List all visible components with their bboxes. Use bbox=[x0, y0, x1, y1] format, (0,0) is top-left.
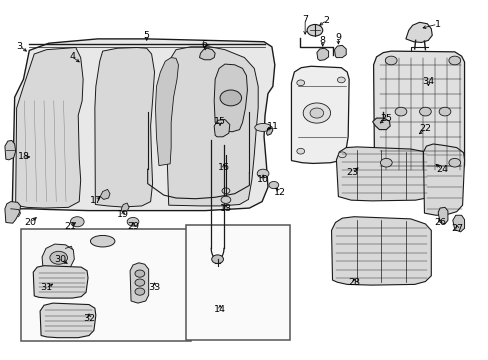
Polygon shape bbox=[334, 45, 346, 58]
Text: 3: 3 bbox=[17, 41, 22, 50]
Circle shape bbox=[70, 217, 84, 227]
Text: 6: 6 bbox=[201, 40, 207, 49]
Text: 26: 26 bbox=[433, 218, 445, 227]
Polygon shape bbox=[405, 22, 431, 42]
Circle shape bbox=[337, 77, 345, 83]
Circle shape bbox=[211, 255, 223, 264]
Polygon shape bbox=[12, 39, 274, 211]
Polygon shape bbox=[331, 217, 430, 285]
Circle shape bbox=[135, 279, 144, 286]
Polygon shape bbox=[40, 303, 96, 338]
Text: 1: 1 bbox=[434, 19, 440, 29]
Text: 33: 33 bbox=[148, 283, 161, 292]
Circle shape bbox=[309, 108, 323, 118]
Text: 5: 5 bbox=[143, 31, 149, 40]
Text: 15: 15 bbox=[214, 117, 225, 126]
Circle shape bbox=[257, 169, 268, 178]
Circle shape bbox=[268, 181, 278, 189]
Circle shape bbox=[135, 270, 144, 277]
Circle shape bbox=[394, 107, 406, 116]
Text: 17: 17 bbox=[90, 197, 102, 205]
Text: 32: 32 bbox=[83, 314, 95, 323]
Polygon shape bbox=[452, 215, 464, 232]
Text: 12: 12 bbox=[273, 188, 285, 197]
Text: 22: 22 bbox=[419, 124, 430, 133]
Circle shape bbox=[135, 288, 144, 295]
Text: 2: 2 bbox=[323, 15, 329, 24]
Circle shape bbox=[448, 158, 460, 167]
Text: 30: 30 bbox=[55, 256, 66, 264]
Circle shape bbox=[296, 148, 304, 154]
Polygon shape bbox=[16, 48, 83, 208]
Circle shape bbox=[306, 24, 322, 36]
Polygon shape bbox=[437, 207, 447, 224]
Polygon shape bbox=[130, 263, 148, 303]
Text: 34: 34 bbox=[422, 77, 433, 86]
Text: 31: 31 bbox=[40, 284, 52, 292]
Polygon shape bbox=[199, 48, 215, 60]
Text: 24: 24 bbox=[435, 165, 447, 174]
Text: 16: 16 bbox=[218, 163, 229, 172]
Circle shape bbox=[296, 80, 304, 86]
Polygon shape bbox=[121, 203, 129, 212]
Text: 28: 28 bbox=[347, 279, 359, 287]
Circle shape bbox=[303, 103, 330, 123]
Polygon shape bbox=[33, 266, 88, 298]
Polygon shape bbox=[95, 48, 154, 207]
Bar bbox=[185, 225, 290, 340]
Circle shape bbox=[127, 217, 139, 226]
Polygon shape bbox=[373, 51, 464, 175]
Circle shape bbox=[50, 251, 67, 264]
Polygon shape bbox=[5, 202, 20, 223]
Text: 9: 9 bbox=[335, 33, 341, 42]
Circle shape bbox=[438, 107, 450, 116]
Circle shape bbox=[221, 196, 230, 203]
Text: 13: 13 bbox=[220, 204, 231, 212]
Circle shape bbox=[419, 107, 430, 116]
Polygon shape bbox=[214, 120, 229, 137]
Circle shape bbox=[220, 90, 241, 106]
Polygon shape bbox=[336, 147, 430, 201]
Polygon shape bbox=[155, 58, 178, 166]
Text: 4: 4 bbox=[69, 52, 75, 61]
Circle shape bbox=[380, 158, 391, 167]
Text: 11: 11 bbox=[266, 122, 278, 131]
Polygon shape bbox=[316, 48, 328, 60]
Polygon shape bbox=[372, 118, 389, 130]
Text: 21: 21 bbox=[64, 222, 76, 231]
Polygon shape bbox=[291, 66, 348, 163]
Text: 8: 8 bbox=[319, 36, 325, 45]
Polygon shape bbox=[166, 47, 258, 206]
Polygon shape bbox=[214, 64, 247, 132]
Text: 7: 7 bbox=[302, 15, 307, 24]
Polygon shape bbox=[423, 144, 464, 215]
Text: 14: 14 bbox=[214, 305, 225, 314]
Text: 25: 25 bbox=[380, 113, 391, 122]
Text: 29: 29 bbox=[127, 222, 139, 231]
Circle shape bbox=[338, 152, 346, 158]
Bar bbox=[20, 229, 190, 341]
Ellipse shape bbox=[254, 123, 271, 131]
Polygon shape bbox=[42, 244, 74, 271]
Circle shape bbox=[385, 56, 396, 65]
Polygon shape bbox=[100, 189, 110, 199]
Polygon shape bbox=[266, 127, 272, 135]
Ellipse shape bbox=[90, 235, 115, 247]
Text: 10: 10 bbox=[257, 175, 268, 184]
Text: 19: 19 bbox=[117, 210, 129, 219]
Circle shape bbox=[448, 56, 460, 65]
Text: 23: 23 bbox=[346, 168, 357, 177]
Text: 27: 27 bbox=[451, 225, 463, 234]
Text: 18: 18 bbox=[18, 153, 29, 161]
Polygon shape bbox=[5, 140, 16, 160]
Text: 20: 20 bbox=[24, 218, 36, 227]
